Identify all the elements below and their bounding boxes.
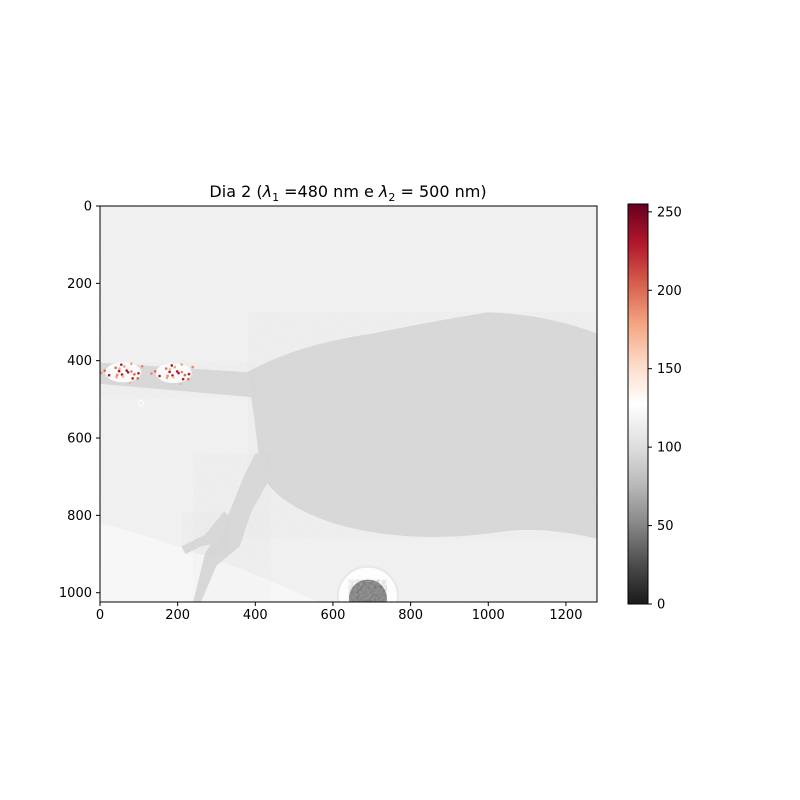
- y-tick-label: 600: [67, 432, 92, 447]
- hotspot-pixel: [120, 363, 123, 366]
- hotspot-pixel: [172, 376, 175, 379]
- y-tick-label: 0: [84, 200, 92, 215]
- hotspot-pixel: [114, 366, 117, 369]
- hotspot-pixel: [182, 378, 185, 381]
- colorbar-tick-label: 100: [657, 441, 682, 456]
- hotspot-pixel: [180, 363, 183, 366]
- y-tick-label: 200: [67, 277, 92, 292]
- x-tick-label: 0: [96, 608, 104, 623]
- x-tick-label: 600: [321, 608, 346, 623]
- hotspot-pixel: [166, 377, 169, 380]
- heatmap-image: [100, 206, 597, 627]
- hotspot-1: [105, 362, 141, 382]
- colorbar-axis: 0 50 100 150 200 250: [648, 205, 682, 612]
- y-tick-label: 1000: [59, 586, 92, 601]
- hotspot-pixel: [125, 369, 128, 372]
- hotspot-pixel: [103, 369, 106, 372]
- hotspot-pixel: [141, 365, 144, 368]
- hotspot-2: [156, 363, 192, 383]
- hotspot-pixel: [115, 376, 118, 379]
- hotspot-pixel: [176, 370, 179, 373]
- y-axis: 0 200 400 600 800 1000: [59, 200, 100, 602]
- x-tick-label: 1000: [472, 608, 505, 623]
- x-axis: 0 200 400 600 800 1000 1200: [96, 602, 583, 623]
- hotspot-pixel: [170, 364, 173, 367]
- hotspot-pixel: [191, 366, 194, 369]
- hotspot-pixel: [129, 382, 132, 385]
- y-tick-label: 400: [67, 354, 92, 369]
- hotspot-pixel: [154, 370, 157, 373]
- x-tick-label: 400: [243, 608, 268, 623]
- hotspot-pixel: [118, 367, 121, 370]
- hotspot-pixel: [130, 370, 133, 373]
- colorbar-tick-label: 50: [657, 519, 674, 534]
- hotspot-pixel: [131, 377, 134, 380]
- well-texture: [349, 580, 387, 618]
- hotspot-pixel: [165, 367, 168, 370]
- colorbar-tick-label: 250: [657, 205, 682, 220]
- x-tick-label: 1200: [549, 608, 582, 623]
- x-tick-label: 800: [398, 608, 423, 623]
- colorbar-tick-label: 0: [657, 598, 665, 613]
- hotspot-pixel: [130, 362, 133, 365]
- hotspot-pixel: [179, 382, 182, 385]
- chart-title: Dia 2 (λ1 =480 nm e λ2 = 500 nm): [209, 182, 486, 204]
- hotspot-pixel: [122, 375, 125, 378]
- hotspot-pixel: [168, 371, 171, 374]
- hotspot-pixel: [181, 371, 184, 374]
- hotspot-pixel: [174, 366, 177, 369]
- x-tick-label: 200: [165, 608, 190, 623]
- hotspot-pixel: [137, 372, 140, 375]
- hotspot-pixel: [188, 373, 191, 376]
- hotspot-pixel: [108, 374, 111, 377]
- hotspot-pixel: [169, 368, 172, 371]
- hotspot-pixel: [133, 373, 136, 376]
- hotspot-pixel: [184, 374, 187, 377]
- hotspot-pixel: [187, 378, 190, 381]
- colorbar: [628, 204, 648, 604]
- hotspot-pixel: [118, 370, 121, 373]
- hotspot-pixel: [158, 375, 161, 378]
- hotspot-pixel: [150, 372, 153, 375]
- colorbar-tick-label: 200: [657, 284, 682, 299]
- colorbar-tick-label: 150: [657, 362, 682, 377]
- hotspot-pixel: [123, 365, 126, 368]
- y-tick-label: 800: [67, 509, 92, 524]
- hotspot-pixel: [136, 377, 139, 380]
